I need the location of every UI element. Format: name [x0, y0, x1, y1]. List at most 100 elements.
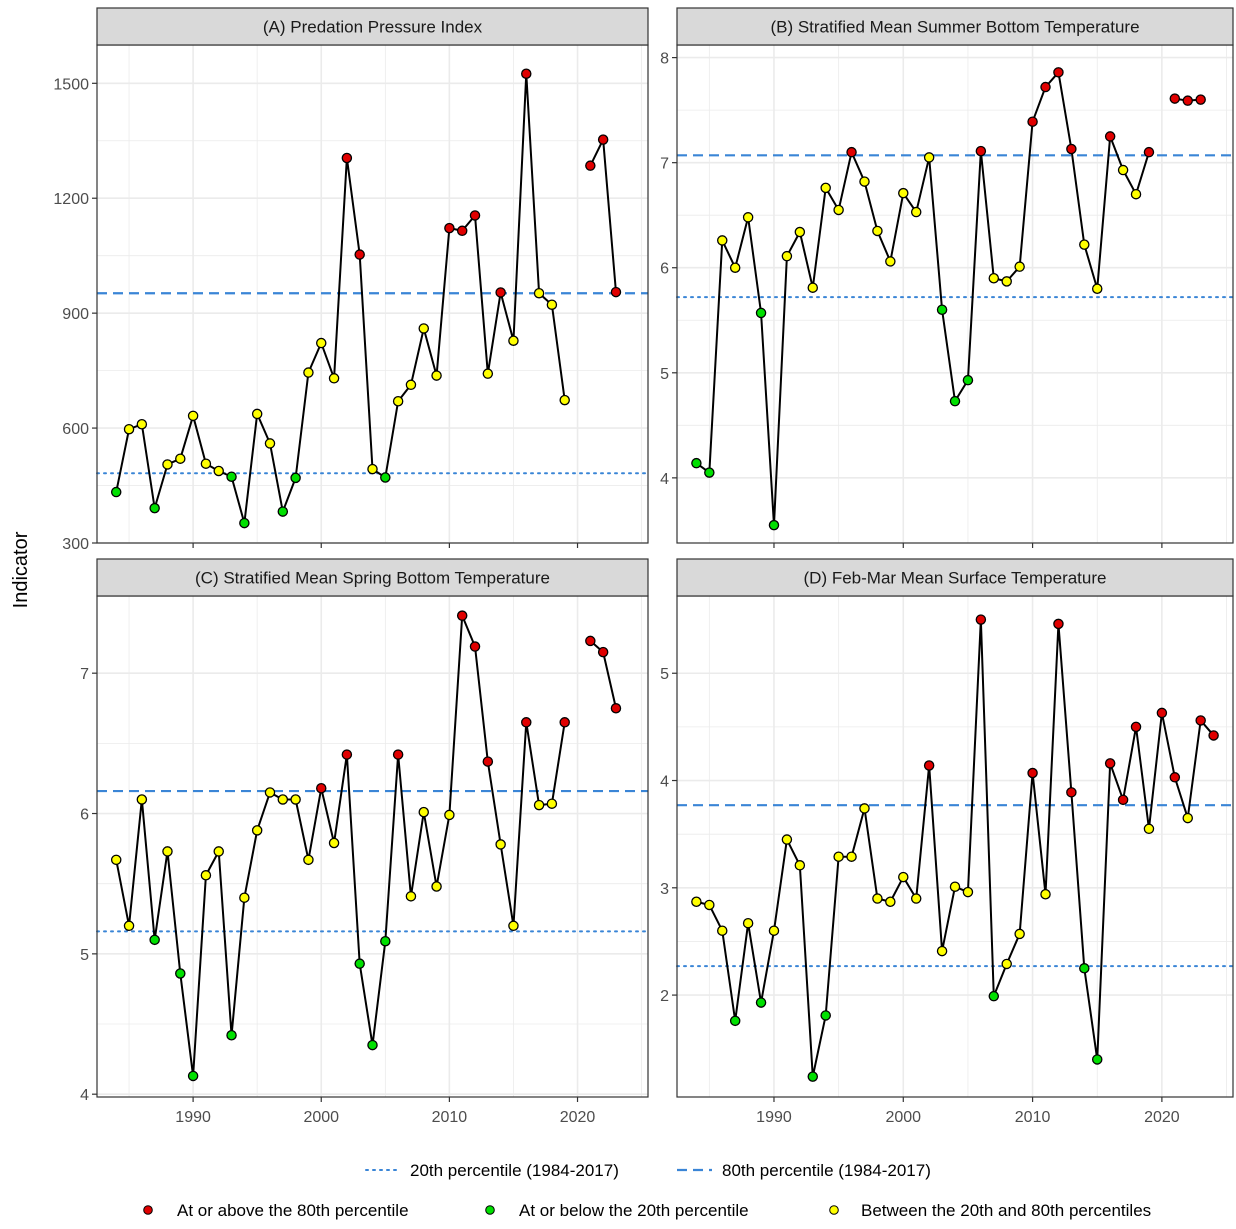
data-point — [847, 852, 856, 861]
data-point — [886, 897, 895, 906]
data-point — [692, 459, 701, 468]
data-point — [522, 69, 531, 78]
data-point — [937, 305, 946, 314]
data-point — [560, 396, 569, 405]
data-point — [445, 810, 454, 819]
panel-title: (B) Stratified Mean Summer Bottom Temper… — [770, 18, 1139, 37]
data-point — [1209, 731, 1218, 740]
data-point — [470, 211, 479, 220]
panel-0 — [92, 8, 648, 548]
data-point — [342, 153, 351, 162]
data-point — [950, 882, 959, 891]
data-point — [718, 236, 727, 245]
x-tick-label: 2020 — [560, 1109, 596, 1126]
data-point — [214, 847, 223, 856]
data-point — [278, 795, 287, 804]
data-point — [925, 761, 934, 770]
data-point — [912, 207, 921, 216]
data-point — [317, 338, 326, 347]
data-point — [989, 992, 998, 1001]
data-point — [795, 227, 804, 236]
data-point — [599, 648, 608, 657]
data-point — [963, 376, 972, 385]
data-point — [522, 718, 531, 727]
y-tick-label: 300 — [62, 536, 89, 553]
y-tick-label: 4 — [660, 774, 669, 791]
data-point — [189, 1071, 198, 1080]
y-tick-label: 6 — [660, 261, 669, 278]
legend-key-point-2 — [830, 1206, 839, 1215]
data-point — [381, 937, 390, 946]
data-point — [1106, 759, 1115, 768]
data-point — [989, 274, 998, 283]
data-point — [1080, 964, 1089, 973]
data-point — [705, 900, 714, 909]
data-point — [458, 611, 467, 620]
data-point — [937, 946, 946, 955]
data-point — [547, 300, 556, 309]
data-point — [124, 921, 133, 930]
data-point — [847, 148, 856, 157]
data-point — [731, 1016, 740, 1025]
data-point — [227, 472, 236, 481]
data-point — [976, 147, 985, 156]
data-point — [291, 795, 300, 804]
data-point — [1106, 132, 1115, 141]
y-axis-label: Indicator — [10, 531, 32, 608]
data-point — [368, 464, 377, 473]
data-point — [368, 1040, 377, 1049]
data-point — [1118, 795, 1127, 804]
y-tick-label: 2 — [660, 988, 669, 1005]
data-point — [124, 425, 133, 434]
data-point — [731, 263, 740, 272]
data-point — [1183, 96, 1192, 105]
data-point — [1144, 148, 1153, 157]
data-point — [163, 460, 172, 469]
data-point — [458, 226, 467, 235]
legend-label-point-0: At or above the 80th percentile — [177, 1201, 409, 1220]
data-point — [291, 473, 300, 482]
data-point — [925, 153, 934, 162]
data-point — [278, 507, 287, 516]
legend-label-point-1: At or below the 20th percentile — [519, 1201, 749, 1220]
data-point — [112, 855, 121, 864]
data-point — [795, 861, 804, 870]
data-point — [406, 892, 415, 901]
data-point — [808, 283, 817, 292]
data-point — [445, 224, 454, 233]
data-point — [873, 226, 882, 235]
y-tick-label: 4 — [660, 471, 669, 488]
legend-label-point-2: Between the 20th and 80th percentiles — [861, 1201, 1151, 1220]
data-point — [189, 411, 198, 420]
data-point — [329, 374, 338, 383]
panel-title: (D) Feb-Mar Mean Surface Temperature — [804, 569, 1107, 588]
data-point — [381, 473, 390, 482]
data-point — [547, 799, 556, 808]
data-point — [355, 250, 364, 259]
data-point — [1080, 240, 1089, 249]
data-point — [1002, 959, 1011, 968]
panel-1 — [672, 8, 1233, 548]
data-point — [240, 518, 249, 527]
data-point — [163, 847, 172, 856]
data-point — [611, 704, 620, 713]
data-point — [342, 750, 351, 759]
data-point — [718, 926, 727, 935]
data-point — [1196, 716, 1205, 725]
data-point — [534, 801, 543, 810]
data-point — [611, 287, 620, 296]
data-point — [137, 795, 146, 804]
data-point — [496, 840, 505, 849]
data-point — [253, 826, 262, 835]
data-point — [394, 750, 403, 759]
data-point — [705, 468, 714, 477]
data-point — [1041, 890, 1050, 899]
y-tick-label: 1500 — [53, 76, 89, 93]
data-point — [176, 454, 185, 463]
y-tick-label: 5 — [660, 666, 669, 683]
data-point — [355, 959, 364, 968]
data-point — [1054, 619, 1063, 628]
data-point — [1015, 262, 1024, 271]
data-point — [1067, 788, 1076, 797]
